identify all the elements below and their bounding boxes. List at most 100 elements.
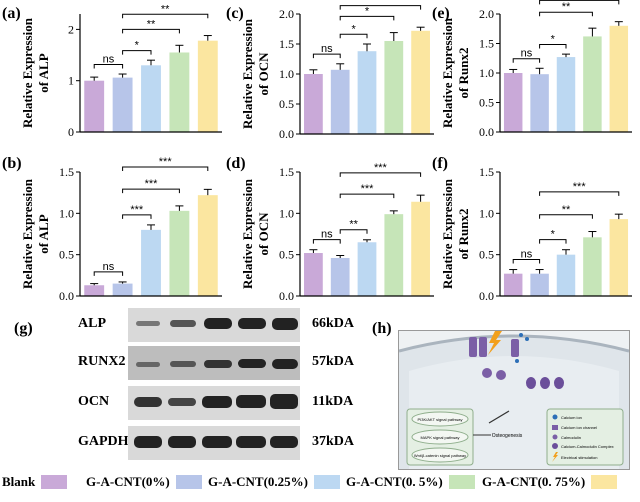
bar [112,77,133,132]
significance-label: *** [374,162,388,174]
y-tick-label: 1.5 [279,165,294,179]
significance-label: * [135,40,140,52]
y-tick-label: 0.5 [279,248,294,262]
significance-bracket [539,191,620,196]
key-label: Calcium ion [561,415,582,420]
significance-bracket [339,193,395,199]
y-tick-label: 1 [68,74,74,88]
significance-label: ** [562,1,571,13]
significance-bracket [312,53,341,59]
y-tick-label: 1.0 [279,67,294,81]
bar [357,51,377,135]
legend-label: G-A-CNT(0. 5%) [346,474,443,489]
key-label: Electrical stimulation [561,455,597,460]
bar [583,36,602,132]
bar [304,253,323,296]
bar [112,283,133,296]
significance-label: ns [521,48,533,60]
blot-strip-alp [128,308,300,342]
legend-label: G-A-CNT(0%) [86,474,170,489]
significance-bracket [122,166,209,172]
key-label: Calcium ion channel [561,425,597,430]
significance-label: *** [361,183,375,195]
significance-label: ** [147,18,156,30]
blot-kda-label: 37kDA [312,434,355,449]
significance-bracket [539,214,593,219]
significance-label: ns [321,43,333,55]
significance-label: *** [573,0,587,1]
bar [141,229,161,296]
y-tick-label: 0.5 [279,97,294,111]
significance-label: *** [145,178,159,190]
legend-item-blank: Blank [2,474,68,490]
significance-bracket [312,239,341,244]
y-axis-label: of Runx2 [456,209,471,260]
significance-bracket [122,13,209,19]
mechanism-diagram: PI3K/AKT signal pathway MAPK signal path… [398,330,630,470]
significance-bracket [539,11,593,17]
blot-row-name: GAPDH [78,434,129,449]
legend-label: Blank [2,474,36,489]
y-tick-label: 0 [68,125,74,139]
blot-row-name: OCN [78,394,110,409]
legend-label: G-A-CNT(0.25%) [208,474,309,489]
significance-bracket [122,50,152,55]
significance-label: *** [130,204,144,216]
key-label: Calcium-Calmodulin Complex [561,444,614,449]
y-axis-label: of OCN [256,52,271,96]
legend-label: G-A-CNT(0. 75%) [482,474,586,489]
pathway-label: Wnt/β-catenin signal pathway [414,453,466,458]
significance-bracket [339,15,395,21]
legend-swatch [591,475,618,489]
bar [411,201,430,296]
blot-kda-label: 11kDA [312,394,354,409]
significance-label: *** [573,181,587,193]
bar [609,25,629,132]
bar [84,80,105,132]
legend-item-g075: G-A-CNT(0. 75%) [482,474,618,490]
significance-bracket [339,172,422,177]
bar [304,74,323,134]
significance-label: * [365,5,370,17]
significance-bracket [512,58,541,63]
bar [556,254,576,296]
y-tick-label: 1.5 [59,165,74,179]
bar [411,30,430,134]
y-tick-label: 0.0 [479,125,494,139]
blot-row-name: ALP [78,316,106,331]
bar [530,273,549,296]
y-tick-label: 2 [68,22,74,36]
y-tick-label: 0.5 [59,248,74,262]
bar [530,74,549,132]
significance-label: *** [159,156,173,168]
y-tick-label: 0.5 [479,96,494,110]
bar [197,195,218,296]
panel-label: (e) [432,5,450,22]
panel-label: (b) [2,155,22,172]
significance-bracket [339,229,368,234]
lightning-icon [488,331,502,355]
bar [556,57,576,132]
panel-label: (f) [432,155,448,172]
blot-kda-label: 66kDA [312,316,355,331]
significance-label: * [551,34,556,46]
bar [330,257,350,296]
significance-bracket [122,214,152,219]
y-axis-label: of OCN [256,212,271,256]
significance-bracket [339,5,422,10]
y-tick-label: 0.0 [279,289,294,303]
y-tick-label: 1.0 [479,66,494,80]
y-axis-label: Relative Expression [440,178,455,289]
legend-item-g05: G-A-CNT(0. 5%) [346,474,475,490]
panel-label: (c) [226,5,244,22]
y-axis-label: Relative Expression [440,17,455,128]
key-label: Calmodulin [561,435,581,440]
blot-strip-runx2 [128,346,300,380]
panel-label: (d) [226,155,246,172]
significance-label: ns [521,249,533,261]
y-tick-label: 1.5 [279,37,294,51]
bar [141,65,161,132]
significance-label: ns [103,53,115,65]
y-tick-label: 1.0 [59,206,74,220]
chart-area: (a)Relative Expression of ALP012ns*****(b… [2,0,632,303]
